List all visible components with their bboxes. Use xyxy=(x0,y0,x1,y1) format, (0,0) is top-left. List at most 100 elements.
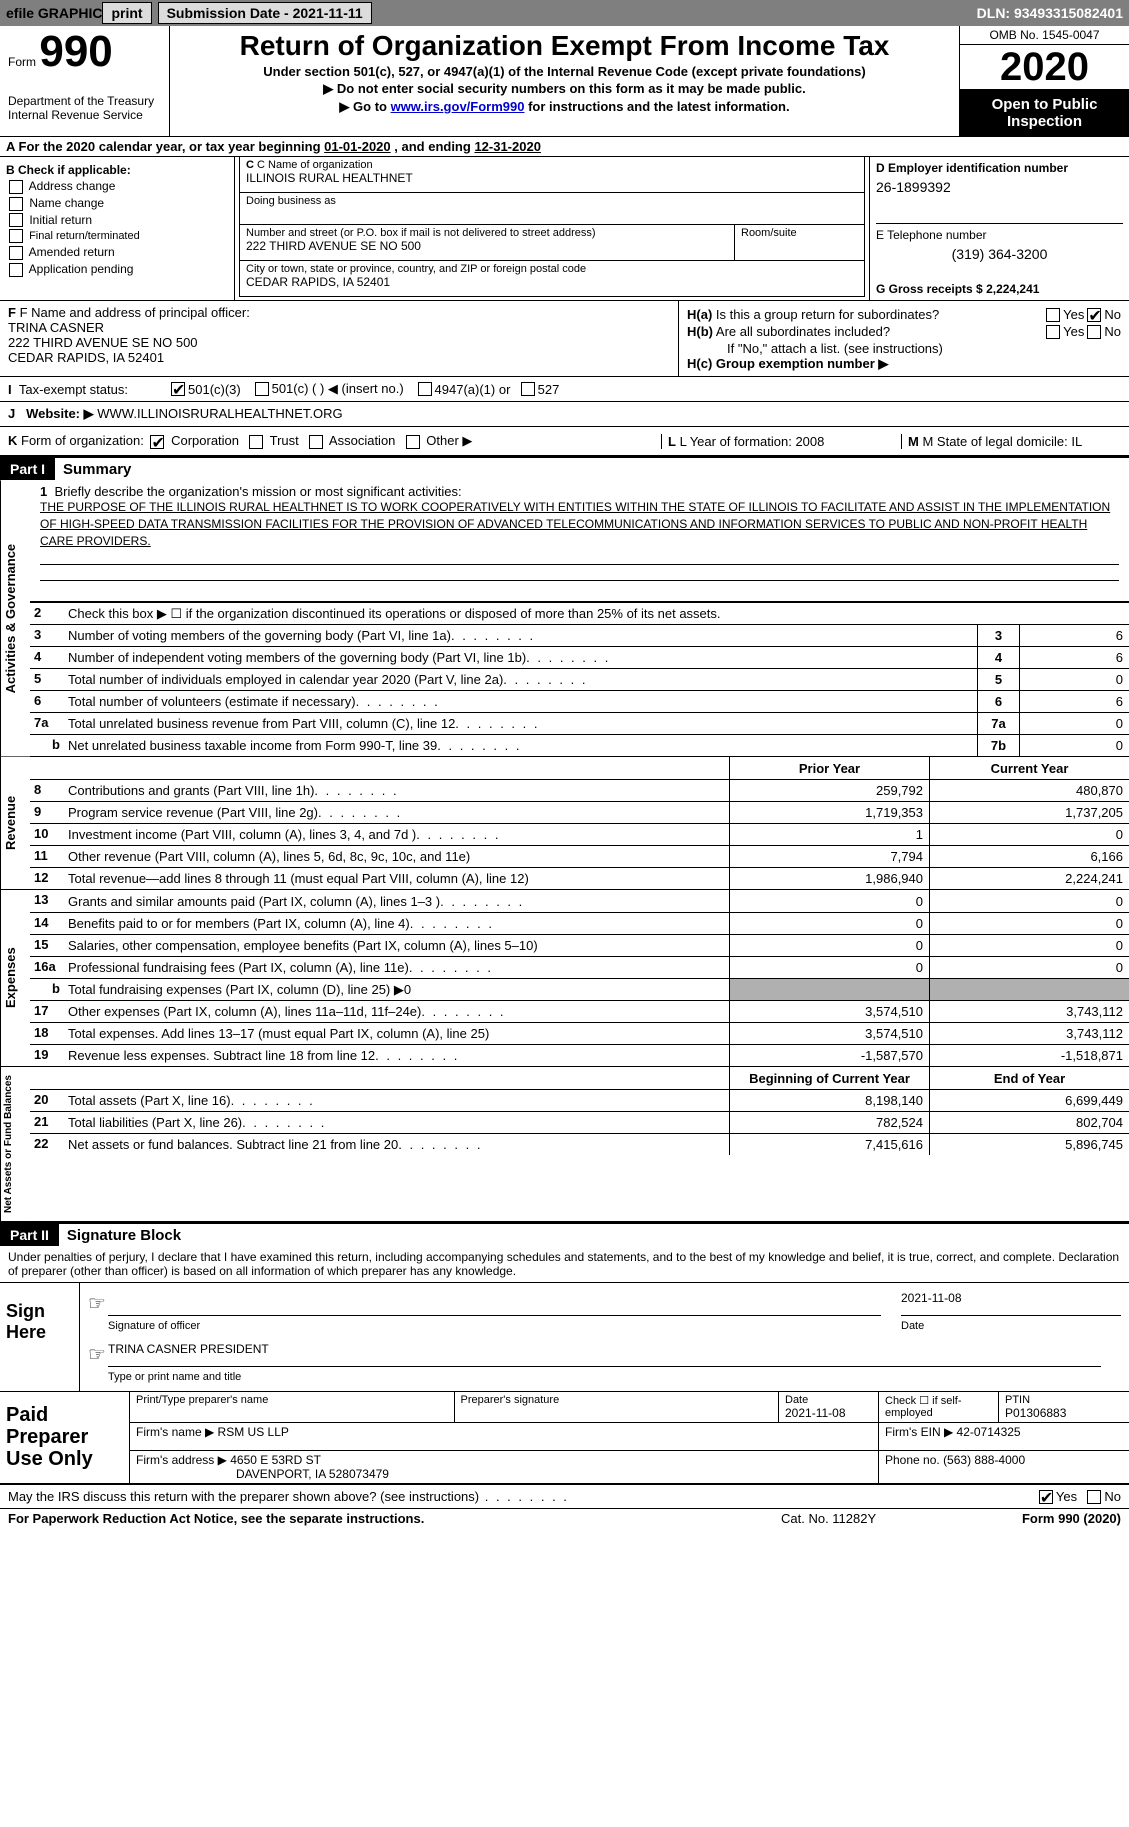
line-14: 14 Benefits paid to or for members (Part… xyxy=(30,912,1129,934)
line-7a: 7a Total unrelated business revenue from… xyxy=(30,712,1129,734)
officer-name: TRINA CASNER xyxy=(8,320,670,335)
check-501c[interactable] xyxy=(255,382,269,396)
row-i: I Tax-exempt status: 501(c)(3) 501(c) ( … xyxy=(0,377,1129,402)
subtitle-3: ▶ Go to www.irs.gov/Form990 for instruct… xyxy=(180,99,949,115)
firm-ein: 42-0714325 xyxy=(957,1425,1021,1439)
line-2: 2 Check this box ▶ ☐ if the organization… xyxy=(30,602,1129,624)
signature-intro: Under penalties of perjury, I declare th… xyxy=(0,1246,1129,1283)
line-22: 22 Net assets or fund balances. Subtract… xyxy=(30,1133,1129,1155)
efile-label: efile GRAPHIC xyxy=(6,5,102,21)
two-col-header-1: Prior Year Current Year xyxy=(30,757,1129,779)
line-1: 1 Briefly describe the organization's mi… xyxy=(30,480,1129,602)
year-cell: OMB No. 1545-0047 2020 Open to Public In… xyxy=(959,26,1129,136)
org-city: CEDAR RAPIDS, IA 52401 xyxy=(246,275,858,289)
officer-print-name: TRINA CASNER PRESIDENT xyxy=(108,1342,1101,1367)
year-formation: 2008 xyxy=(795,434,824,449)
check-corporation[interactable] xyxy=(150,435,164,449)
form-title: Return of Organization Exempt From Incom… xyxy=(180,30,949,62)
line-21: 21 Total liabilities (Part X, line 26) 7… xyxy=(30,1111,1129,1133)
form990-link[interactable]: www.irs.gov/Form990 xyxy=(391,99,525,114)
line-19: 19 Revenue less expenses. Subtract line … xyxy=(30,1044,1129,1066)
subtitle-2: ▶ Do not enter social security numbers o… xyxy=(180,81,949,97)
dln: DLN: 93493315082401 xyxy=(977,5,1123,21)
sign-date: 2021-11-08 xyxy=(901,1291,1121,1316)
box-h: H(a) Is this a group return for subordin… xyxy=(679,301,1129,376)
firm-address-1: 4650 E 53RD ST xyxy=(230,1453,321,1467)
ha-yes[interactable] xyxy=(1046,308,1060,322)
block-fh: F F Name and address of principal office… xyxy=(0,301,1129,377)
hb-yes[interactable] xyxy=(1046,325,1060,339)
part2-header: Part II Signature Block xyxy=(0,1223,1129,1246)
block-bcdeg: B Check if applicable: Address change Na… xyxy=(0,157,1129,301)
line-7b: b Net unrelated business taxable income … xyxy=(30,734,1129,756)
check-association[interactable] xyxy=(309,435,323,449)
tax-period: A For the 2020 calendar year, or tax yea… xyxy=(0,137,1129,157)
check-address-change[interactable] xyxy=(9,180,23,194)
line-6: 6 Total number of volunteers (estimate i… xyxy=(30,690,1129,712)
line-13: 13 Grants and similar amounts paid (Part… xyxy=(30,890,1129,912)
irs-discuss-no[interactable] xyxy=(1087,1490,1101,1504)
vtab-activities-governance: Activities & Governance xyxy=(0,480,30,756)
check-other[interactable] xyxy=(406,435,420,449)
footer-bottom: For Paperwork Reduction Act Notice, see … xyxy=(0,1508,1129,1528)
open-to-public: Open to Public Inspection xyxy=(960,90,1129,136)
check-amended-return[interactable] xyxy=(9,246,23,260)
line-18: 18 Total expenses. Add lines 13–17 (must… xyxy=(30,1022,1129,1044)
hb-no[interactable] xyxy=(1087,325,1101,339)
firm-name: RSM US LLP xyxy=(218,1425,289,1439)
line-10: 10 Investment income (Part VIII, column … xyxy=(30,823,1129,845)
vtab-expenses: Expenses xyxy=(0,890,30,1066)
firm-address-2: DAVENPORT, IA 528073479 xyxy=(136,1467,389,1481)
form-header: Form 990 Department of the Treasury Inte… xyxy=(0,26,1129,137)
check-527[interactable] xyxy=(521,382,535,396)
org-street: 222 THIRD AVENUE SE NO 500 xyxy=(246,239,728,253)
line-8: 8 Contributions and grants (Part VIII, l… xyxy=(30,779,1129,801)
line-4: 4 Number of independent voting members o… xyxy=(30,646,1129,668)
part1-header: Part I Summary xyxy=(0,457,1129,480)
state-domicile: IL xyxy=(1071,434,1082,449)
dept-treasury: Department of the Treasury xyxy=(8,94,161,108)
line-11: 11 Other revenue (Part VIII, column (A),… xyxy=(30,845,1129,867)
irs-discuss-yes[interactable] xyxy=(1039,1490,1053,1504)
cat-number: Cat. No. 11282Y xyxy=(781,1511,961,1526)
row-klm: K Form of organization: Corporation Trus… xyxy=(0,427,1129,457)
org-name: ILLINOIS RURAL HEALTHNET xyxy=(246,171,858,185)
check-initial-return[interactable] xyxy=(9,213,23,227)
paid-preparer-block: Paid Preparer Use Only Print/Type prepar… xyxy=(0,1392,1129,1485)
subtitle-1: Under section 501(c), 527, or 4947(a)(1)… xyxy=(180,64,949,79)
check-final-return[interactable] xyxy=(9,229,23,243)
check-4947[interactable] xyxy=(418,382,432,396)
line-3: 3 Number of voting members of the govern… xyxy=(30,624,1129,646)
line-9: 9 Program service revenue (Part VIII, li… xyxy=(30,801,1129,823)
dept-irs: Internal Revenue Service xyxy=(8,108,161,122)
check-trust[interactable] xyxy=(249,435,263,449)
signature-arrow-icon-2: ☞ xyxy=(88,1342,108,1367)
check-501c3[interactable] xyxy=(171,382,185,396)
line-16b: b Total fundraising expenses (Part IX, c… xyxy=(30,978,1129,1000)
check-name-change[interactable] xyxy=(9,197,23,211)
signature-arrow-icon: ☞ xyxy=(88,1291,108,1316)
line-15: 15 Salaries, other compensation, employe… xyxy=(30,934,1129,956)
form-id-cell: Form 990 Department of the Treasury Inte… xyxy=(0,26,170,136)
row-j: J Website: ▶ WWW.ILLINOISRURALHEALTHNET.… xyxy=(0,402,1129,427)
line-17: 17 Other expenses (Part IX, column (A), … xyxy=(30,1000,1129,1022)
line-16a: 16a Professional fundraising fees (Part … xyxy=(30,956,1129,978)
ptin: P01306883 xyxy=(1005,1406,1123,1420)
line-5: 5 Total number of individuals employed i… xyxy=(30,668,1129,690)
check-application-pending[interactable] xyxy=(9,263,23,277)
box-deg: D Employer identification number 26-1899… xyxy=(869,157,1129,300)
box-f: F F Name and address of principal office… xyxy=(0,301,679,376)
sign-here-block: Sign Here ☞ 2021-11-08 Signature of offi… xyxy=(0,1283,1129,1392)
preparer-date: 2021-11-08 xyxy=(785,1406,872,1420)
phone-number: (319) 364-3200 xyxy=(876,246,1123,262)
line-12: 12 Total revenue—add lines 8 through 11 … xyxy=(30,867,1129,889)
gross-receipts: G Gross receipts $ 2,224,241 xyxy=(876,282,1123,296)
title-cell: Return of Organization Exempt From Incom… xyxy=(170,26,959,136)
print-button[interactable]: print xyxy=(102,2,151,24)
omb-number: OMB No. 1545-0047 xyxy=(960,26,1129,45)
ha-no[interactable] xyxy=(1087,308,1101,322)
footer-discuss: May the IRS discuss this return with the… xyxy=(0,1485,1129,1508)
submission-date: Submission Date - 2021-11-11 xyxy=(158,2,372,24)
website-url: WWW.ILLINOISRURALHEALTHNET.ORG xyxy=(97,406,342,421)
form-number: 990 xyxy=(39,27,112,76)
